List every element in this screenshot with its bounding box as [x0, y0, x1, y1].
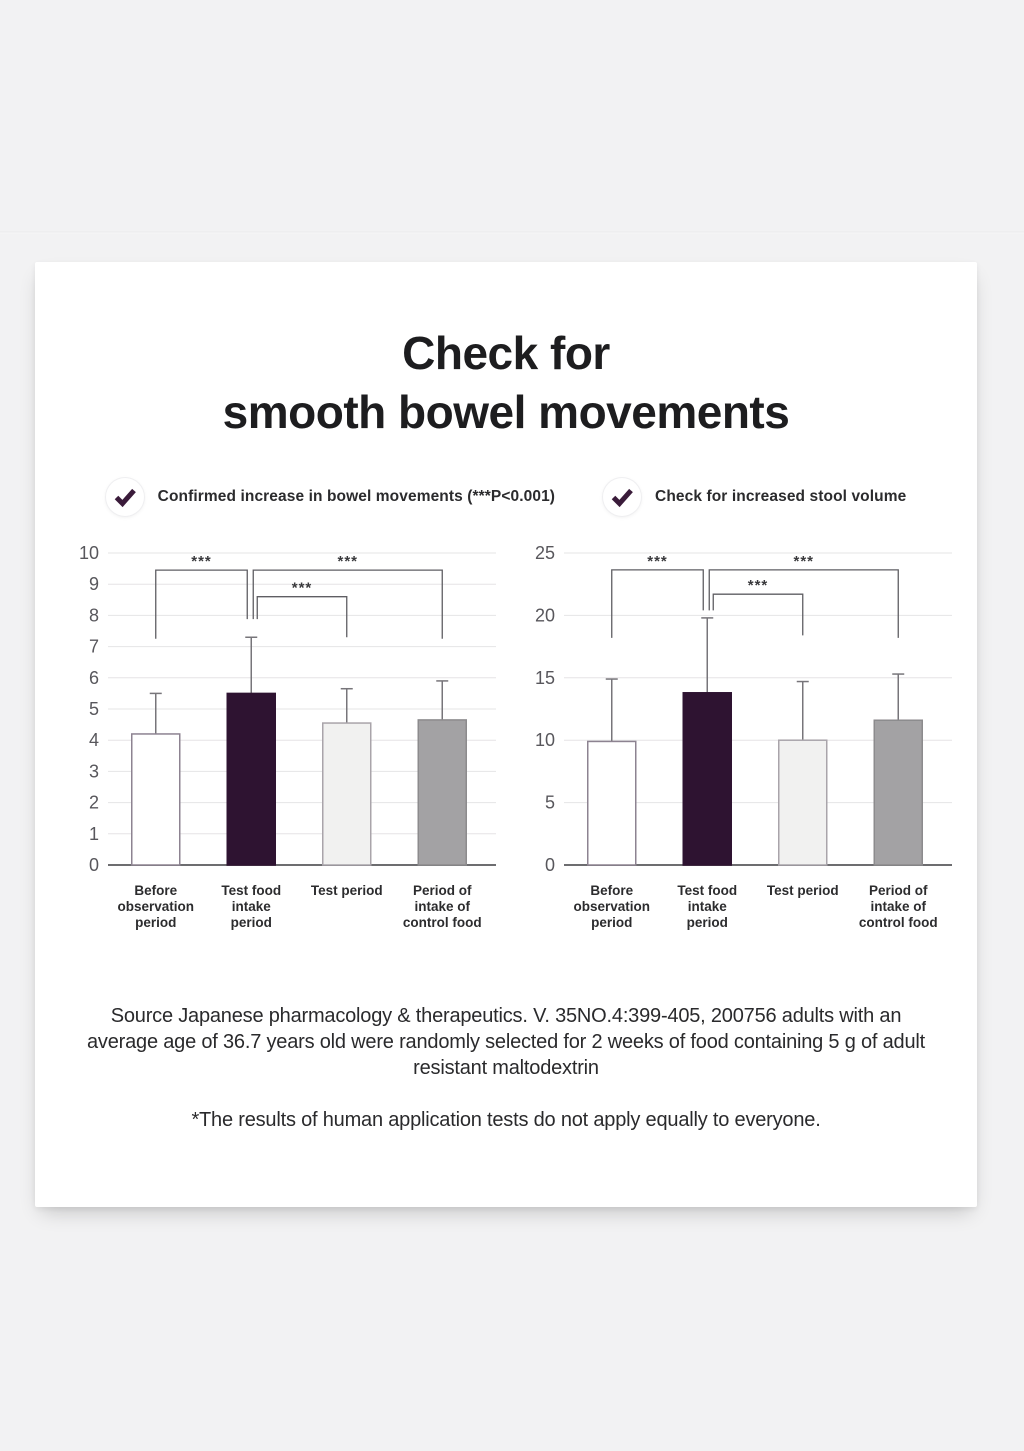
finding-bowel-movements: Confirmed increase in bowel movements (*… — [105, 477, 556, 516]
x-category-label: Test food intake period — [677, 883, 737, 930]
x-category-label: Before observation period — [573, 883, 650, 930]
x-category-label: Test period — [767, 883, 839, 898]
significance-label: *** — [647, 553, 668, 570]
y-tick-label: 3 — [89, 761, 99, 781]
bar-test-food-intake-period — [226, 692, 276, 866]
y-tick-label: 25 — [535, 543, 555, 563]
significance-bracket — [256, 595, 348, 637]
significance-label: *** — [191, 553, 212, 570]
checkmark-icon — [105, 477, 144, 516]
y-tick-label: 0 — [545, 855, 555, 875]
y-tick-label: 8 — [89, 605, 99, 625]
bar-before-observation-period — [131, 732, 181, 866]
x-category-label: Test period — [311, 883, 383, 898]
bowel-movement-frequency-chart: 0 1 2 3 4 5 6 7 8 9 10 *** *** *** Before observation pe… — [58, 540, 498, 945]
key-findings: Confirmed increase in bowel movements (*… — [35, 477, 977, 516]
page-title-line1: Check for — [402, 327, 610, 379]
x-category-label: Period of intake of control food — [403, 883, 482, 930]
y-tick-label: 6 — [89, 668, 99, 688]
y-tick-label: 10 — [79, 543, 99, 563]
source-text: Source Japanese pharmacology & therapeut… — [87, 1004, 925, 1079]
bowel-movement-frequency-chart-svg: 0 1 2 3 4 5 6 7 8 9 10 *** *** *** Before observation pe… — [79, 543, 496, 930]
bar-period-of-intake-of-control-food — [873, 719, 923, 866]
y-tick-label: 7 — [89, 636, 99, 656]
significance-bracket — [155, 569, 248, 639]
infographic-card: Check for smooth bowel movements Confirm… — [35, 262, 977, 1207]
background-seam — [0, 231, 1024, 234]
x-category-label: Before observation period — [117, 883, 194, 930]
y-tick-label: 5 — [89, 699, 99, 719]
significance-label: *** — [292, 579, 313, 596]
significance-label: *** — [337, 553, 358, 570]
charts-row: 0 1 2 3 4 5 6 7 8 9 10 *** *** *** Before observation pe… — [35, 540, 977, 945]
finding-bowel-movements-label: Confirmed increase in bowel movements (*… — [157, 487, 556, 505]
finding-stool-volume-label: Check for increased stool volume — [655, 487, 907, 505]
significance-bracket — [712, 593, 804, 636]
stool-volume-chart: 0 5 10 15 20 25 *** *** *** Before observation peri… — [514, 540, 954, 945]
page-title: Check for smooth bowel movements — [35, 262, 977, 442]
significance-bracket — [611, 568, 704, 638]
significance-label: *** — [748, 577, 769, 594]
y-tick-label: 20 — [535, 605, 555, 625]
bar-test-period — [778, 739, 828, 866]
checkmark-icon — [603, 477, 642, 516]
y-tick-label: 4 — [89, 730, 99, 750]
footnote-text: *The results of human application tests … — [191, 1108, 821, 1131]
bar-before-observation-period — [587, 740, 637, 866]
finding-stool-volume: Check for increased stool volume — [603, 477, 907, 516]
y-tick-label: 0 — [89, 855, 99, 875]
y-tick-label: 10 — [535, 730, 555, 750]
x-category-label: Test food intake period — [221, 883, 281, 930]
significance-bracket — [252, 569, 443, 639]
y-tick-label: 9 — [89, 574, 99, 594]
y-tick-label: 15 — [535, 668, 555, 688]
page-title-line2: smooth bowel movements — [222, 385, 790, 438]
bar-test-food-intake-period — [682, 691, 732, 866]
significance-label: *** — [793, 553, 814, 570]
stool-volume-chart-svg: 0 5 10 15 20 25 *** *** *** Before observation peri… — [535, 543, 952, 930]
bar-period-of-intake-of-control-food — [417, 718, 467, 866]
y-tick-label: 1 — [89, 824, 99, 844]
significance-bracket — [708, 568, 899, 638]
bar-test-period — [322, 722, 372, 866]
y-tick-label: 2 — [89, 792, 99, 812]
x-category-label: Period of intake of control food — [859, 883, 938, 930]
y-tick-label: 5 — [545, 792, 555, 812]
